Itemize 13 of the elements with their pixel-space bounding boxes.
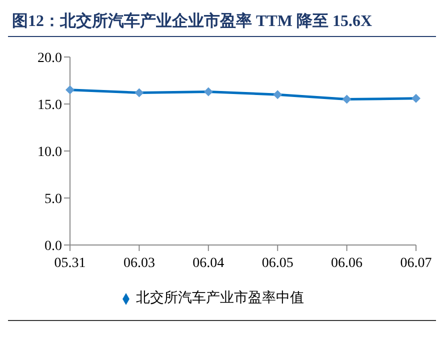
y-tick-label: 10.0: [38, 144, 62, 160]
y-tick-label: 20.0: [38, 50, 62, 66]
y-tick-label: 0.0: [44, 238, 62, 254]
legend-label: 北交所汽车产业市盈率中值: [136, 291, 304, 306]
x-tick-label: 06.06: [331, 256, 363, 271]
x-tick-label: 06.05: [262, 256, 294, 271]
y-tick-label: 15.0: [38, 98, 62, 113]
x-tick-label: 06.04: [192, 256, 224, 271]
y-tick-label: 5.0: [44, 192, 62, 207]
x-tick-label: 06.03: [123, 256, 155, 271]
x-tick-label: 06.07: [400, 256, 432, 271]
x-tick-label: 05.31: [54, 256, 86, 271]
chart-title: 图12：北交所汽车产业企业市盈率 TTM 降至 15.6X: [8, 8, 436, 37]
